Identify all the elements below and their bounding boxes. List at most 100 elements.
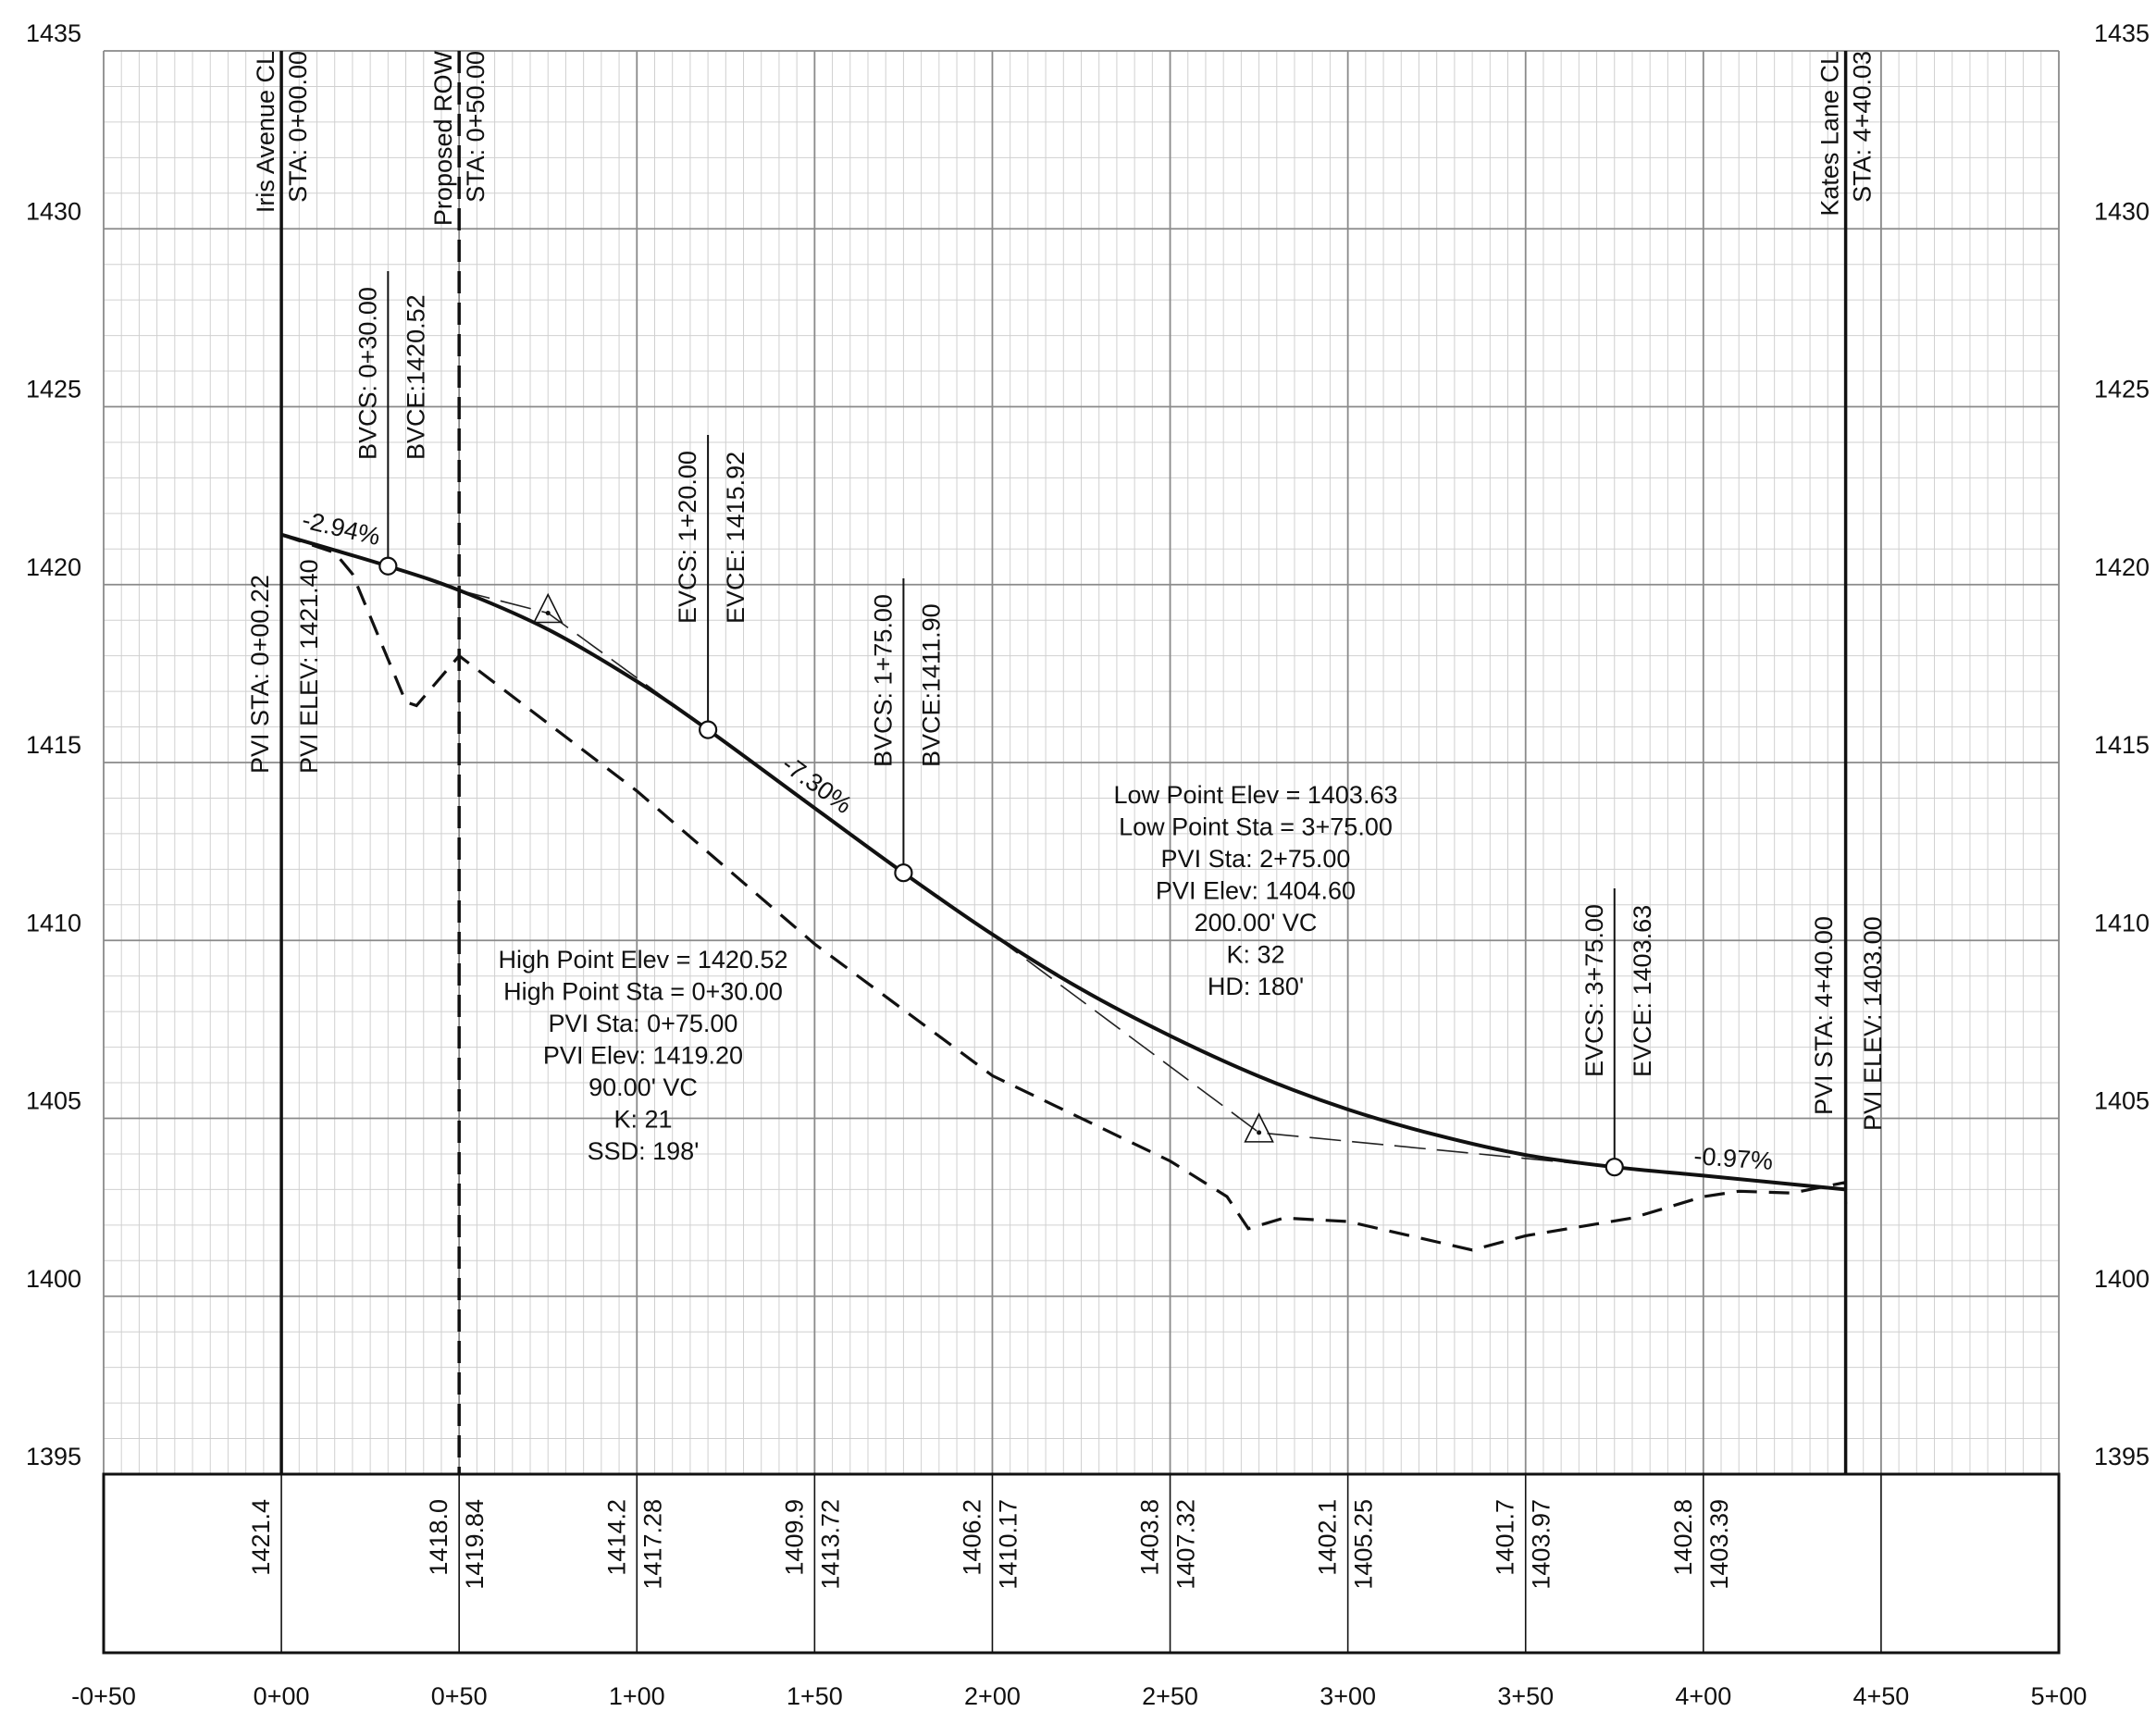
table-existing-elevation: 1402.8 (1669, 1499, 1697, 1576)
evcs-2-station-label: EVCS: 3+75.00 (1580, 904, 1608, 1077)
sag-curve-data-line: K: 32 (1226, 941, 1284, 969)
y-tick-label-right: 1425 (2094, 376, 2150, 403)
table-proposed-elevation: 1403.39 (1705, 1499, 1733, 1590)
table-existing-elevation: 1406.2 (958, 1499, 985, 1576)
evcs-1-station-label: EVCS: 1+20.00 (674, 451, 701, 624)
curve-point-marker (699, 720, 718, 739)
elevation-table: 1421.4 1418.0 1419.84 1414.2 1417.28 1409.9 14… (102, 1472, 2061, 1655)
evcs-2-elevation-label: EVCE: 1403.63 (1629, 905, 1656, 1077)
crest-curve-data-line: 90.00' VC (589, 1073, 698, 1101)
x-axis-labels: -0+50 0+00 0+50 1+00 1+50 2+00 2+50 3+00 3+50 4+0… (71, 1682, 2087, 1710)
table-existing-elevation: 1403.8 (1136, 1499, 1164, 1576)
existing-ground-profile (280, 533, 1848, 1252)
table-existing-elevation: 1418.0 (425, 1499, 452, 1576)
table-existing-elevation: 1401.7 (1492, 1499, 1519, 1576)
x-tick-label: 5+00 (2031, 1682, 2088, 1710)
pvi-end-station-label: PVI STA: 4+40.00 (1810, 916, 1838, 1115)
y-tick-label-right: 1435 (2094, 19, 2150, 47)
y-tick-label-left: 1425 (26, 376, 81, 403)
table-proposed-elevation: 1405.25 (1350, 1499, 1378, 1590)
x-tick-label: 2+00 (964, 1682, 1021, 1710)
table-existing-elevation: 1409.9 (780, 1499, 808, 1576)
y-tick-label-left: 1415 (26, 731, 81, 759)
curve-markers (378, 556, 1624, 1177)
proposed-grade-profile (281, 532, 1846, 1192)
curve-point-marker (378, 556, 398, 576)
y-tick-label-right: 1395 (2094, 1443, 2150, 1470)
sag-curve-data-line: HD: 180' (1208, 973, 1304, 1000)
y-tick-label-right: 1415 (2094, 731, 2150, 759)
table-proposed-elevation: 1403.97 (1528, 1499, 1555, 1590)
tangent-line (992, 934, 1615, 1168)
y-axis-labels: 1435 1435 1430 1430 1425 1425 1420 1420 1415 1415… (26, 19, 2150, 1470)
x-tick-label: 1+00 (609, 1682, 665, 1710)
curve-point-marker (1605, 1158, 1624, 1177)
table-existing-elevation: 1402.1 (1314, 1499, 1342, 1576)
pvi-triangle-marker (1244, 1112, 1274, 1143)
x-tick-label: -0+50 (71, 1682, 136, 1710)
curve-point-marker (894, 863, 913, 883)
y-tick-label-left: 1420 (26, 553, 81, 581)
x-tick-label: 3+00 (1320, 1682, 1376, 1710)
sag-curve-data-line: Low Point Sta = 3+75.00 (1119, 813, 1393, 841)
table-proposed-elevation: 1417.28 (638, 1499, 666, 1590)
y-tick-label-left: 1405 (26, 1087, 81, 1115)
y-tick-label-left: 1435 (26, 19, 81, 47)
crest-curve-data-line: High Point Sta = 0+30.00 (503, 978, 783, 1006)
x-tick-label: 1+50 (787, 1682, 843, 1710)
sag-curve-data-line: PVI Elev: 1404.60 (1156, 877, 1356, 905)
x-tick-label: 0+50 (431, 1682, 488, 1710)
y-tick-label-right: 1410 (2094, 909, 2150, 936)
table-proposed-elevation: 1413.72 (816, 1499, 844, 1590)
crest-curve-data-line: K: 21 (613, 1106, 672, 1134)
sag-curve-data-line: 200.00' VC (1195, 909, 1318, 936)
x-tick-label: 3+50 (1497, 1682, 1554, 1710)
y-tick-label-left: 1410 (26, 909, 81, 936)
table-existing-elevation: 1414.2 (602, 1499, 630, 1576)
y-tick-label-left: 1430 (26, 197, 81, 225)
y-tick-label-left: 1395 (26, 1443, 81, 1470)
pvi-triangle-marker (532, 592, 564, 624)
pvi-start-elevation-label: PVI ELEV: 1421.40 (295, 559, 323, 774)
station-name-label: Proposed ROW (429, 50, 457, 226)
grade-label: -0.97% (1693, 1142, 1774, 1175)
pvi-end-elevation-label: PVI ELEV: 1403.00 (1859, 916, 1887, 1131)
crest-curve-data-line: High Point Elev = 1420.52 (499, 946, 788, 974)
table-frame (102, 1472, 2061, 1655)
crest-curve-data-line: PVI Elev: 1419.20 (543, 1042, 743, 1070)
station-value-label: STA: 0+50.00 (462, 51, 489, 203)
table-existing-elevation: 1421.4 (247, 1499, 275, 1576)
x-tick-label: 4+50 (1852, 1682, 1909, 1710)
crest-curve-data-line: SSD: 198' (588, 1137, 700, 1165)
x-tick-label: 2+50 (1142, 1682, 1198, 1710)
station-value-label: STA: 0+00.00 (284, 51, 312, 203)
bvcs-1-elevation-label: BVCE:1420.52 (402, 294, 429, 460)
station-name-label: Iris Avenue CL (252, 51, 279, 213)
y-tick-label-right: 1400 (2094, 1265, 2150, 1293)
x-tick-label: 0+00 (254, 1682, 310, 1710)
evcs-1-elevation-label: EVCE: 1415.92 (722, 452, 750, 624)
grid (103, 50, 2060, 1475)
bvcs-2-elevation-label: BVCE:1411.90 (917, 603, 945, 767)
pvi-point (1257, 1130, 1262, 1135)
existing-ground-line (280, 533, 1848, 1252)
bvcs-1-station-label: BVCS: 0+30.00 (353, 287, 381, 460)
y-tick-label-right: 1405 (2094, 1087, 2150, 1115)
y-tick-label-left: 1400 (26, 1265, 81, 1293)
y-tick-label-right: 1430 (2094, 197, 2150, 225)
table-proposed-elevation: 1407.32 (1172, 1499, 1200, 1590)
station-reference-lines: Iris Avenue CL STA: 0+00.00 Proposed ROW ST… (252, 50, 1877, 1474)
station-value-label: STA: 4+40.03 (1849, 51, 1877, 203)
y-tick-label-right: 1420 (2094, 553, 2150, 581)
pvi-start-station-label: PVI STA: 0+00.22 (246, 575, 274, 774)
sag-curve-data-line: PVI Sta: 2+75.00 (1161, 845, 1351, 873)
x-tick-label: 4+00 (1675, 1682, 1731, 1710)
station-name-label: Kates Lane CL (1816, 51, 1844, 217)
bvcs-2-station-label: BVCS: 1+75.00 (869, 594, 897, 767)
proposed-grade-line (281, 532, 1846, 1192)
crest-curve-data-line: PVI Sta: 0+75.00 (549, 1010, 738, 1037)
table-proposed-elevation: 1419.84 (461, 1499, 489, 1590)
sag-curve-data-line: Low Point Elev = 1403.63 (1114, 781, 1398, 809)
